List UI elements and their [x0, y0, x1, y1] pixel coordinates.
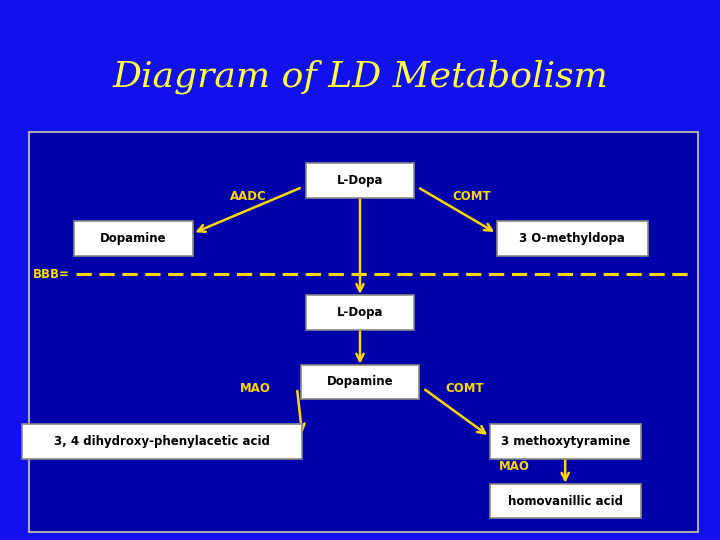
Text: MAO: MAO: [240, 382, 271, 395]
Text: Diagram of LD Metabolism: Diagram of LD Metabolism: [112, 60, 608, 94]
FancyBboxPatch shape: [29, 132, 698, 532]
FancyBboxPatch shape: [306, 295, 414, 329]
FancyBboxPatch shape: [73, 221, 193, 256]
FancyBboxPatch shape: [22, 424, 302, 459]
Text: Dopamine: Dopamine: [100, 232, 166, 245]
Text: L-Dopa: L-Dopa: [337, 174, 383, 187]
Text: 3 O-methyldopa: 3 O-methyldopa: [519, 232, 626, 245]
FancyBboxPatch shape: [490, 484, 641, 518]
FancyBboxPatch shape: [301, 364, 419, 400]
Text: BBB=: BBB=: [32, 267, 69, 281]
FancyBboxPatch shape: [306, 164, 414, 198]
Text: L-Dopa: L-Dopa: [337, 306, 383, 319]
FancyBboxPatch shape: [490, 424, 641, 459]
Text: Dopamine: Dopamine: [327, 375, 393, 388]
Text: COMT: COMT: [452, 190, 491, 202]
Text: MAO: MAO: [500, 461, 530, 474]
FancyBboxPatch shape: [497, 221, 648, 256]
Text: COMT: COMT: [445, 382, 484, 395]
Text: 3, 4 dihydroxy-phenylacetic acid: 3, 4 dihydroxy-phenylacetic acid: [54, 435, 270, 448]
Text: AADC: AADC: [230, 190, 267, 202]
Text: homovanillic acid: homovanillic acid: [508, 495, 623, 508]
Text: 3 methoxytyramine: 3 methoxytyramine: [500, 435, 630, 448]
